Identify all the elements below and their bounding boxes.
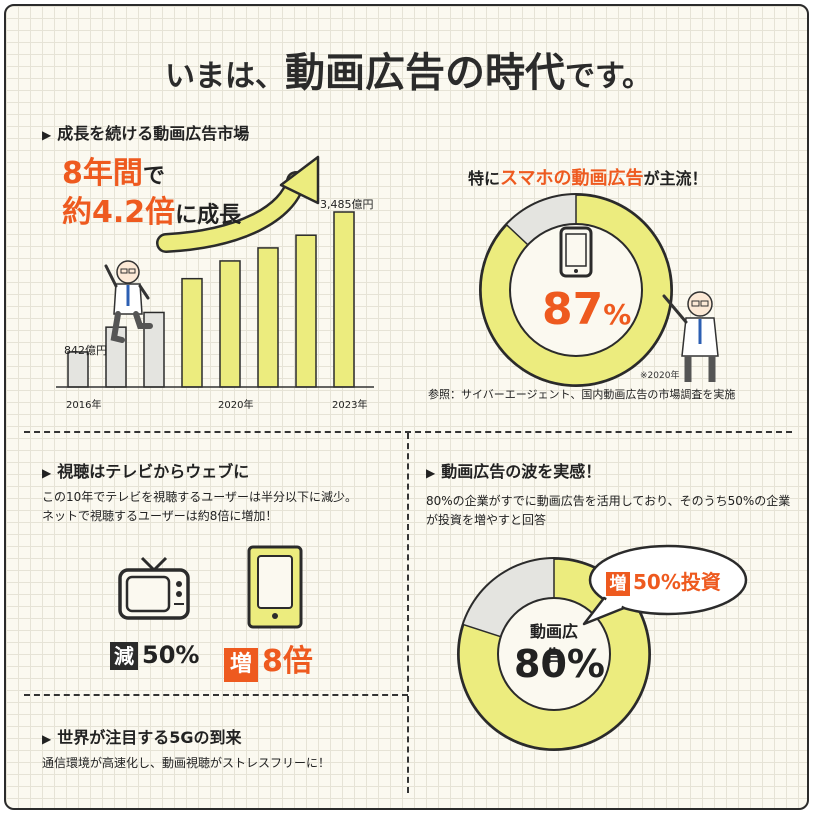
smartphone-heading: 特にスマホの動画広告が主流！ (468, 168, 708, 189)
tv-decrease: 減 50% (110, 641, 199, 670)
viewing-description: この10年でテレビを視聴するユーザーは半分以下に減少。 ネットで視聴するユーザー… (42, 490, 358, 523)
fiveg-heading: ▶ 世界が注目する5Gの到来 (42, 728, 242, 747)
growth-arrow-body (158, 173, 304, 251)
smartphone-donut (479, 193, 673, 387)
increase-badge: 増 (606, 572, 630, 596)
triangle-bullet-icon: ▶ (426, 466, 436, 480)
triangle-bullet-icon: ▶ (42, 732, 52, 746)
donut-value: 80% (514, 642, 605, 686)
smartphone-percent: 87% (542, 284, 632, 335)
smartphone-note: ※2020年 (640, 371, 680, 381)
last-bar-label: 3,485億円 (320, 198, 374, 211)
page-title: いまは、動画広告の時代です。 (6, 40, 807, 98)
triangle-bullet-icon: ▶ (42, 128, 52, 142)
decrease-badge: 減 (110, 642, 138, 670)
smartphone-icon (559, 226, 593, 278)
web-increase: 増 8倍 (224, 636, 313, 682)
market-bar-chart (56, 155, 374, 388)
increase-badge: 増 (224, 648, 258, 682)
divider-horizontal-top (24, 431, 792, 433)
divider-vertical (407, 433, 409, 793)
source-note: 参照：サイバーエージェント、国内動画広告の市場調査を実施 (428, 388, 736, 401)
wave-heading: ▶ 動画広告の波を実感！ (426, 462, 602, 481)
speech-bubble (582, 544, 748, 626)
market-heading: ▶ 成長を続ける動画広告市場 (42, 124, 250, 143)
x-tick-2016: 2016年 (66, 400, 102, 411)
x-tick-2020: 2020年 (218, 400, 254, 411)
tv-icon (118, 556, 190, 620)
growth-headline: 8年間で 約4.2倍に成長 (62, 156, 242, 230)
infographic-frame: いまは、動画広告の時代です。 ▶ 成長を続ける動画広告市場 842億円 3,485… (4, 4, 809, 810)
donut-label: 動画広告 (529, 622, 578, 665)
growth-arrow-head (279, 155, 320, 205)
wave-description: 80%の企業がすでに動画広告を活用しており、そのうち50%の企業 が投資を増やす… (426, 494, 791, 527)
bar-2023 (333, 211, 355, 388)
divider-horizontal-bottom (24, 694, 408, 696)
first-bar-label: 842億円 (64, 344, 107, 357)
title-highlight: 動画広告の時代 (281, 40, 569, 98)
x-tick-2023: 2023年 (332, 400, 368, 411)
bar-2019 (181, 277, 203, 388)
bar-2021 (257, 247, 279, 388)
businessman-cheering-icon (104, 260, 153, 343)
triangle-bullet-icon: ▶ (42, 466, 52, 480)
businessman-pointing-icon (662, 291, 719, 382)
smartphone-icon-large (247, 545, 303, 629)
bar-2022 (295, 234, 317, 388)
viewing-heading: ▶ 視聴はテレビからウェブに (42, 462, 250, 481)
bar-2020 (219, 260, 241, 388)
invest-bubble-text: 増 50%投資 (606, 566, 721, 596)
fiveg-description: 通信環境が高速化し、動画視聴がストレスフリーに！ (42, 756, 331, 770)
